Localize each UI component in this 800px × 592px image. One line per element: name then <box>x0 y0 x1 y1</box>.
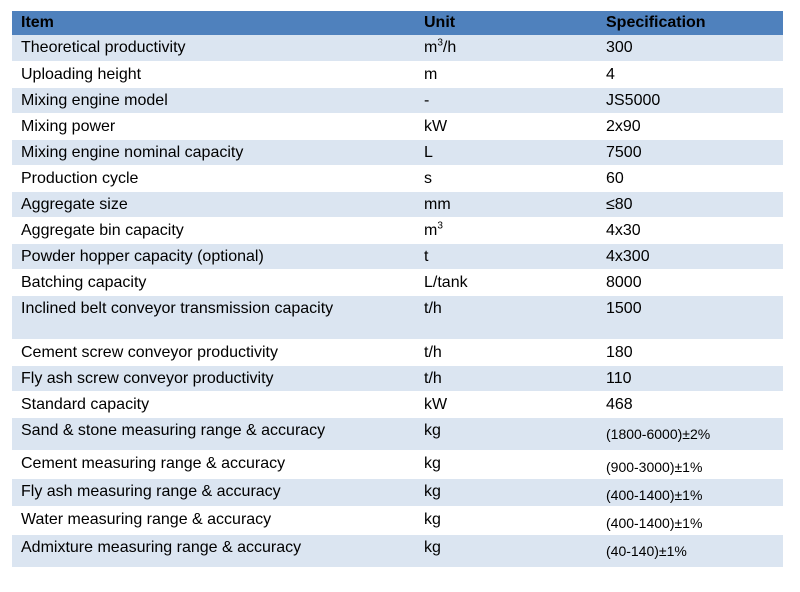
table-row: Mixing engine nominal capacity L 7500 <box>12 138 783 165</box>
cell-unit: L/tank <box>415 268 597 295</box>
table-row: Mixing engine model - JS5000 <box>12 86 783 113</box>
cell-item: Aggregate size <box>12 190 415 217</box>
cell-item: Mixing engine nominal capacity <box>12 138 415 165</box>
table-row: Fly ash measuring range & accuracy kg (400… <box>12 477 783 506</box>
cell-unit: s <box>415 164 597 191</box>
cell-item: Production cycle <box>12 164 415 191</box>
table-header-row: Item Unit Specification <box>12 11 783 35</box>
table-row: Mixing power kW 2x90 <box>12 112 783 139</box>
cell-item: Mixing power <box>12 112 415 139</box>
table-row: Aggregate size mm ≤80 <box>12 190 783 217</box>
cell-specification: (400-1400)±1% <box>597 477 783 506</box>
cell-item: Uploading height <box>12 60 415 87</box>
cell-item: Sand & stone measuring range & accuracy <box>12 416 415 450</box>
cell-item: Aggregate bin capacity <box>12 216 415 243</box>
unit-superscript: 3 <box>437 220 443 232</box>
cell-item: Inclined belt conveyor transmission capa… <box>12 294 415 339</box>
cell-item: Admixture measuring range & accuracy <box>12 533 415 567</box>
cell-specification: (900-3000)±1% <box>597 449 783 478</box>
cell-item: Water measuring range & accuracy <box>12 505 415 534</box>
cell-unit: kg <box>415 449 597 478</box>
header-unit: Unit <box>424 14 456 31</box>
table-row: Batching capacity L/tank 8000 <box>12 268 783 295</box>
cell-item: Mixing engine model <box>12 86 415 113</box>
cell-specification: 468 <box>597 390 783 417</box>
header-specification: Specification <box>606 14 706 31</box>
cell-unit: t/h <box>415 364 597 391</box>
cell-unit: kW <box>415 112 597 139</box>
cell-specification: 4 <box>597 60 783 87</box>
cell-item: Cement measuring range & accuracy <box>12 449 415 478</box>
table-row: Water measuring range & accuracy kg (400-1… <box>12 505 783 534</box>
unit-base: m <box>424 39 438 56</box>
table-row: Admixture measuring range & accuracy kg (4… <box>12 533 783 567</box>
table-row: Production cycle s 60 <box>12 164 783 191</box>
header-item: Item <box>21 14 54 31</box>
cell-specification: ≤80 <box>597 190 783 217</box>
cell-unit: m3 <box>415 216 597 243</box>
table-row: Inclined belt conveyor transmission capa… <box>12 294 783 339</box>
cell-item: Fly ash measuring range & accuracy <box>12 477 415 506</box>
cell-unit: m3/h <box>415 35 597 61</box>
cell-unit: kg <box>415 533 597 567</box>
cell-item: Batching capacity <box>12 268 415 295</box>
cell-specification: 8000 <box>597 268 783 295</box>
cell-unit: - <box>415 86 597 113</box>
cell-specification: (40-140)±1% <box>597 533 783 567</box>
cell-unit: kg <box>415 505 597 534</box>
cell-unit: t/h <box>415 338 597 365</box>
cell-item: Powder hopper capacity (optional) <box>12 242 415 269</box>
cell-unit: L <box>415 138 597 165</box>
cell-unit: m <box>415 60 597 87</box>
cell-specification: 60 <box>597 164 783 191</box>
cell-specification: 7500 <box>597 138 783 165</box>
unit-rest: /h <box>442 39 457 56</box>
cell-specification: (1800-6000)±2% <box>597 416 783 450</box>
cell-unit: t/h <box>415 294 597 339</box>
table-row: Cement screw conveyor productivity t/h 180 <box>12 338 783 365</box>
specification-table: Item Unit Specification Theoretical prod… <box>12 11 783 567</box>
cell-item: Fly ash screw conveyor productivity <box>12 364 415 391</box>
cell-item: Standard capacity <box>12 390 415 417</box>
cell-item: Theoretical productivity <box>21 39 186 56</box>
cell-specification: 4x300 <box>597 242 783 269</box>
cell-unit: t <box>415 242 597 269</box>
cell-specification: 180 <box>597 338 783 365</box>
table-row: Uploading height m 4 <box>12 60 783 87</box>
cell-specification: 300 <box>606 39 633 56</box>
cell-specification: JS5000 <box>597 86 783 113</box>
cell-item: Cement screw conveyor productivity <box>12 338 415 365</box>
table-row: Sand & stone measuring range & accuracy k… <box>12 416 783 450</box>
table-row: Theoretical productivity m3/h 300 <box>12 35 783 61</box>
table-row: Standard capacity kW 468 <box>12 390 783 417</box>
unit-superscript: 3 <box>437 37 443 49</box>
cell-unit: kW <box>415 390 597 417</box>
table-row: Aggregate bin capacity m3 4x30 <box>12 216 783 243</box>
cell-specification: 4x30 <box>597 216 783 243</box>
cell-unit: kg <box>415 416 597 450</box>
table-body: Theoretical productivity m3/h 300 Uploading… <box>12 35 783 567</box>
cell-specification: 2x90 <box>597 112 783 139</box>
cell-specification: 1500 <box>597 294 783 339</box>
unit-base: m <box>424 221 438 239</box>
table-row: Cement measuring range & accuracy kg (900-… <box>12 449 783 478</box>
cell-specification: 110 <box>597 364 783 391</box>
cell-specification: (400-1400)±1% <box>597 505 783 534</box>
cell-unit: mm <box>415 190 597 217</box>
table-row: Powder hopper capacity (optional) t 4x300 <box>12 242 783 269</box>
cell-unit: kg <box>415 477 597 506</box>
table-row: Fly ash screw conveyor productivity t/h 11… <box>12 364 783 391</box>
